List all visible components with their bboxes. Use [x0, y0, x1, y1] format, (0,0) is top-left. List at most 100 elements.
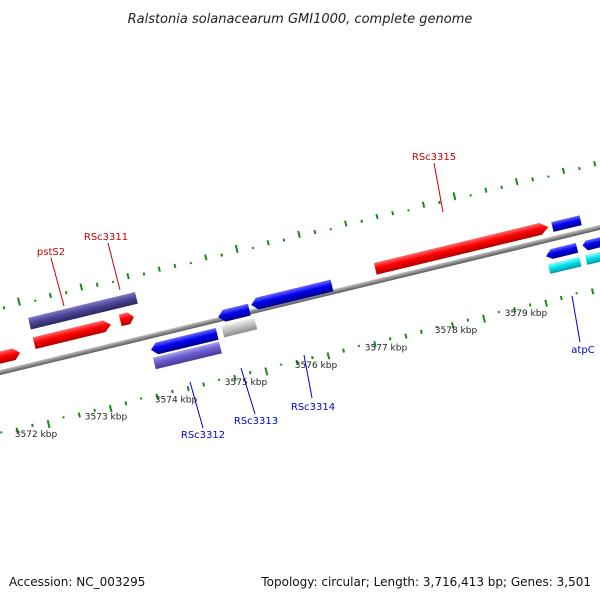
gc-tick-lower — [451, 322, 455, 329]
scale-label-3576: 3576 kbp — [295, 361, 338, 371]
gc-tick-lower — [155, 393, 159, 400]
gc-tick-upper — [282, 238, 286, 242]
genome-summary-text: Topology: circular; Length: 3,716,413 bp… — [260, 575, 591, 589]
gene-arrow-cyan-right[interactable] — [584, 249, 600, 265]
gc-tick-upper — [514, 178, 519, 186]
leader-RSc3315 — [433, 162, 444, 213]
gc-tick-upper — [531, 177, 535, 182]
gene-arrow-RSc3311[interactable] — [32, 319, 113, 349]
gene-arrow-reverse-right[interactable] — [582, 235, 600, 251]
gene-arrow-small-forward[interactable] — [118, 311, 135, 327]
gc-tick-lower — [559, 295, 563, 301]
gc-tick-lower — [544, 299, 548, 307]
gc-tick-upper — [204, 254, 208, 261]
gene-arrow-atpC[interactable] — [547, 256, 582, 274]
scale-label-3577: 3577 kbp — [365, 344, 408, 354]
gc-tick-upper — [561, 167, 566, 175]
gc-tick-upper — [360, 219, 364, 223]
gc-tick-lower — [264, 367, 269, 376]
gc-tick-upper — [157, 266, 161, 272]
label-RSc3312[interactable]: RSc3312 — [181, 430, 225, 441]
gene-arrow-RSc3313[interactable] — [221, 317, 258, 338]
gc-tick-upper — [220, 253, 224, 257]
gc-tick-lower — [279, 363, 283, 366]
gc-tick-upper — [391, 211, 395, 216]
gc-tick-lower — [248, 370, 252, 375]
gc-tick-lower — [124, 401, 128, 406]
gene-arrow-reverse-1[interactable] — [150, 328, 219, 356]
gene-arrow-RSc3315[interactable] — [373, 221, 550, 275]
gc-tick-upper — [95, 282, 99, 287]
gc-tick-upper — [500, 185, 503, 190]
gc-tick-upper — [17, 297, 21, 306]
gc-tick-upper — [142, 272, 146, 276]
gc-tick-lower — [31, 423, 34, 428]
gc-tick-lower — [419, 329, 423, 334]
gc-tick-upper — [329, 228, 332, 231]
gene-labels: pstS2 RSc3311 RSc3315 RSc3312 RSc3313 RS… — [37, 152, 595, 441]
gene-arrow-pstS2[interactable] — [28, 292, 138, 330]
gc-tick-upper — [79, 283, 84, 291]
gc-tick-lower — [528, 303, 532, 307]
gc-tick-upper — [251, 246, 255, 250]
gc-tick-lower — [575, 291, 578, 295]
gene-arrow-atpC-blue[interactable] — [545, 242, 579, 260]
gc-tick-upper — [469, 194, 472, 197]
leader-atpC — [571, 295, 581, 343]
label-RSc3315[interactable]: RSc3315 — [412, 152, 456, 163]
gc-tick-lower — [171, 389, 174, 394]
gc-tick-lower — [295, 359, 299, 366]
gene-arrow-reverse-2[interactable] — [217, 303, 251, 323]
gc-tick-upper — [189, 261, 192, 265]
gc-tick-upper — [234, 244, 239, 254]
gc-tick-upper — [126, 273, 130, 280]
leader-RSc3311 — [107, 242, 121, 291]
map-title: Ralstonia solanacearum GMI1000, complete… — [128, 12, 473, 27]
gc-content-ticks-upper — [2, 161, 597, 310]
label-pstS2[interactable]: pstS2 — [37, 247, 65, 258]
leader-RSc3313 — [240, 367, 256, 415]
gc-tick-lower — [233, 374, 237, 382]
scale-label-3575: 3575 kbp — [225, 378, 268, 388]
label-RSc3313[interactable]: RSc3313 — [234, 416, 278, 427]
gene-arrow-RSc3312[interactable] — [152, 341, 222, 370]
gc-tick-lower — [46, 419, 51, 429]
gc-tick-upper — [484, 187, 488, 193]
scale-labels: 3572 kbp 3573 kbp 3574 kbp 3575 kbp 3576 kbp… — [15, 309, 548, 440]
gc-tick-lower — [202, 382, 206, 387]
gc-tick-lower — [15, 427, 19, 434]
genome-track — [0, 161, 600, 434]
label-RSc3314[interactable]: RSc3314 — [291, 402, 335, 413]
gc-tick-upper — [547, 175, 550, 178]
gc-tick-lower — [357, 344, 361, 348]
gc-tick-upper — [297, 230, 301, 238]
gc-tick-lower — [466, 318, 470, 322]
gc-tick-upper — [375, 213, 379, 220]
gene-arrow-RSc3314[interactable] — [250, 279, 334, 311]
gc-tick-lower — [342, 348, 346, 353]
gc-tick-lower — [482, 314, 486, 323]
gc-tick-lower — [435, 325, 438, 329]
label-RSc3311[interactable]: RSc3311 — [84, 232, 128, 243]
gc-tick-upper — [173, 263, 177, 269]
gc-tick-lower — [108, 404, 113, 413]
gc-tick-upper — [64, 291, 68, 295]
gc-tick-upper — [578, 166, 581, 171]
gene-arrow-RSc3311-left[interactable] — [0, 347, 21, 369]
gc-tick-lower — [217, 378, 221, 381]
label-atpC[interactable]: atpC — [571, 345, 594, 356]
gc-tick-upper — [313, 229, 317, 235]
gc-tick-lower — [373, 340, 377, 348]
scale-label-3579: 3579 kbp — [505, 309, 548, 319]
gc-tick-upper — [2, 306, 6, 310]
gene-arrow-forward-right-1[interactable] — [551, 215, 582, 232]
gc-tick-lower — [139, 397, 143, 400]
scale-label-3574: 3574 kbp — [155, 395, 198, 405]
gc-tick-upper — [438, 200, 441, 205]
gc-tick-upper — [407, 209, 410, 212]
gc-tick-lower — [77, 412, 81, 418]
gc-tick-upper — [48, 292, 52, 299]
gc-tick-upper — [593, 161, 597, 167]
gc-tick-lower — [388, 337, 392, 341]
